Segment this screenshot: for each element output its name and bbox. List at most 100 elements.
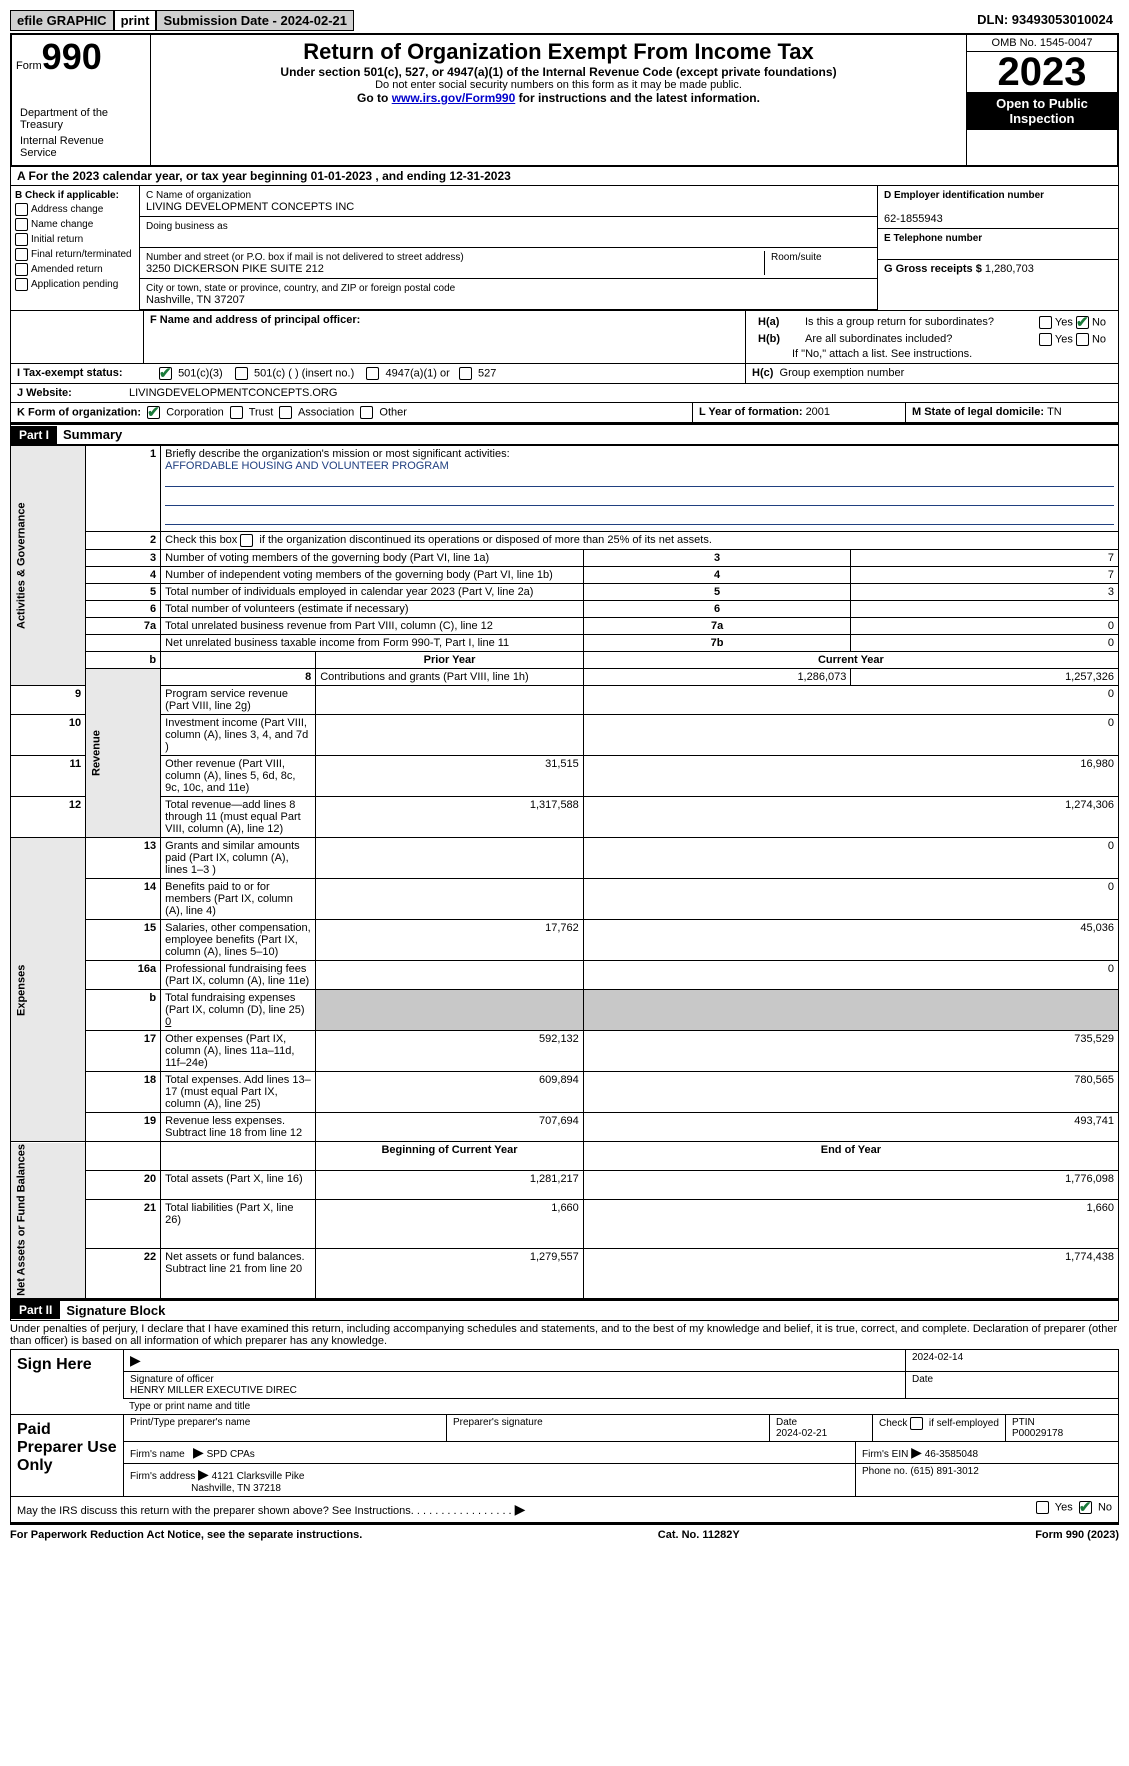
prep-name-label: Print/Type preparer's name: [130, 1417, 250, 1428]
b-opt-4: Amended return: [31, 264, 103, 275]
l-label: L Year of formation:: [699, 406, 806, 418]
cb-hb-yes[interactable]: [1039, 333, 1052, 346]
date-label: Date: [912, 1374, 933, 1385]
gov-7a-t: Total unrelated business revenue from Pa…: [161, 618, 584, 635]
gov-3-v: 7: [851, 550, 1119, 567]
cb-address-change[interactable]: [15, 203, 28, 216]
rev-8-p: 1,286,073: [583, 669, 851, 686]
m-label: M State of legal domicile:: [912, 406, 1047, 418]
exp-18-c: 780,565: [583, 1072, 1118, 1113]
net-22-n: 22: [86, 1249, 161, 1298]
gov-4-b: 4: [583, 567, 851, 584]
cb-527[interactable]: [459, 367, 472, 380]
exp-16b-t: Total fundraising expenses (Part IX, col…: [161, 990, 316, 1031]
officer-name: HENRY MILLER EXECUTIVE DIREC: [130, 1385, 297, 1396]
state-domicile: TN: [1047, 406, 1062, 418]
footer-left: For Paperwork Reduction Act Notice, see …: [10, 1529, 362, 1541]
prep-date-label: Date: [776, 1417, 797, 1428]
discuss-yes: Yes: [1055, 1501, 1073, 1513]
exp-16a-c: 0: [583, 961, 1118, 990]
cb-amended-return[interactable]: [15, 263, 28, 276]
cb-name-change[interactable]: [15, 218, 28, 231]
gov-7a-n: 7a: [86, 618, 161, 635]
footer-form: 990: [1066, 1529, 1084, 1541]
open-public: Open to Public Inspection: [967, 92, 1117, 130]
exp-16b-n: b: [86, 990, 161, 1031]
cb-trust[interactable]: [230, 406, 243, 419]
ha-no: No: [1092, 316, 1106, 328]
cb-corporation[interactable]: [147, 406, 160, 419]
gov-7b-b: 7b: [583, 635, 851, 652]
cb-discuss-yes[interactable]: [1036, 1501, 1049, 1514]
print-button[interactable]: print: [114, 10, 157, 31]
gov-5-b: 5: [583, 584, 851, 601]
phone: (615) 891-3012: [910, 1466, 978, 1477]
cb-final-return[interactable]: [15, 248, 28, 261]
part2-header: Part II: [11, 1301, 60, 1319]
e-label: E Telephone number: [884, 233, 982, 244]
b-opt-1: Name change: [31, 219, 93, 230]
rev-9-p: [316, 686, 584, 715]
firm-ein: 46-3585048: [925, 1449, 978, 1460]
cb-501c3[interactable]: [159, 367, 172, 380]
gov-7b-t: Net unrelated business taxable income fr…: [161, 635, 584, 652]
h-note: If "No," attach a list. See instructions…: [752, 348, 1112, 360]
exp-13-p: [316, 838, 584, 879]
cb-501c[interactable]: [235, 367, 248, 380]
net-21-c: 1,660: [583, 1199, 1118, 1248]
cb-initial-return[interactable]: [15, 233, 28, 246]
hdr-prior: Prior Year: [316, 652, 584, 669]
cb-discuss-no[interactable]: [1079, 1501, 1092, 1514]
ssn-note: Do not enter social security numbers on …: [155, 79, 962, 91]
exp-14-p: [316, 879, 584, 920]
gross-receipts: 1,280,703: [985, 263, 1034, 275]
cb-discontinued[interactable]: [240, 534, 253, 547]
gov-4-t: Number of independent voting members of …: [161, 567, 584, 584]
k-other: Other: [379, 406, 407, 418]
cb-application-pending[interactable]: [15, 278, 28, 291]
b-opt-5: Application pending: [31, 279, 118, 290]
exp-14-t: Benefits paid to or for members (Part IX…: [161, 879, 316, 920]
cb-ha-no[interactable]: [1076, 316, 1089, 329]
addr-label: Number and street (or P.O. box if mail i…: [146, 252, 464, 263]
room-label: Room/suite: [771, 252, 822, 263]
page-footer: For Paperwork Reduction Act Notice, see …: [10, 1523, 1119, 1541]
goto-link[interactable]: www.irs.gov/Form990: [392, 91, 516, 105]
net-21-t: Total liabilities (Part X, line 26): [161, 1199, 316, 1248]
check-self-employed: Check if self-employed: [879, 1418, 999, 1429]
sig-date: 2024-02-14: [912, 1352, 963, 1363]
rev-8-t: Contributions and grants (Part VIII, lin…: [316, 669, 584, 686]
net-20-c: 1,776,098: [583, 1170, 1118, 1199]
part2-title: Signature Block: [60, 1301, 171, 1320]
cb-ha-yes[interactable]: [1039, 316, 1052, 329]
arrow-icon-4: ▶: [198, 1466, 209, 1482]
summary-table: Activities & Governance 1 Briefly descri…: [10, 445, 1119, 1299]
hc-label: Group exemption number: [780, 367, 905, 379]
part1-title: Summary: [57, 425, 128, 444]
side-revenue: Revenue: [86, 669, 161, 838]
part2-bar: Part II Signature Block: [10, 1299, 1119, 1321]
website: LIVINGDEVELOPMENTCONCEPTS.ORG: [129, 387, 337, 399]
firm-name: SPD CPAs: [207, 1449, 255, 1460]
part1-bar: Part I Summary: [10, 423, 1119, 445]
cb-association[interactable]: [279, 406, 292, 419]
gov-3-n: 3: [86, 550, 161, 567]
rev-12-p: 1,317,588: [316, 797, 584, 838]
cb-other[interactable]: [360, 406, 373, 419]
form-header: Form990 Department of the Treasury Inter…: [10, 33, 1119, 167]
line1-text: Briefly describe the organization's miss…: [165, 448, 509, 460]
rev-12-n: 12: [11, 797, 86, 838]
cb-4947[interactable]: [366, 367, 379, 380]
year-line-prefix: A For the 2023 calendar year, or tax yea…: [17, 169, 311, 183]
gov-3-t: Number of voting members of the governin…: [161, 550, 584, 567]
gov-4-v: 7: [851, 567, 1119, 584]
gov-6-t: Total number of volunteers (estimate if …: [161, 601, 584, 618]
cb-self-employed[interactable]: [910, 1417, 923, 1430]
gov-6-n: 6: [86, 601, 161, 618]
arrow-icon-3: ▶: [911, 1444, 922, 1460]
cb-hb-no[interactable]: [1076, 333, 1089, 346]
exp-16b-c: [583, 990, 1118, 1031]
exp-17-p: 592,132: [316, 1031, 584, 1072]
firm-name-label: Firm's name: [130, 1449, 185, 1460]
gov-5-v: 3: [851, 584, 1119, 601]
